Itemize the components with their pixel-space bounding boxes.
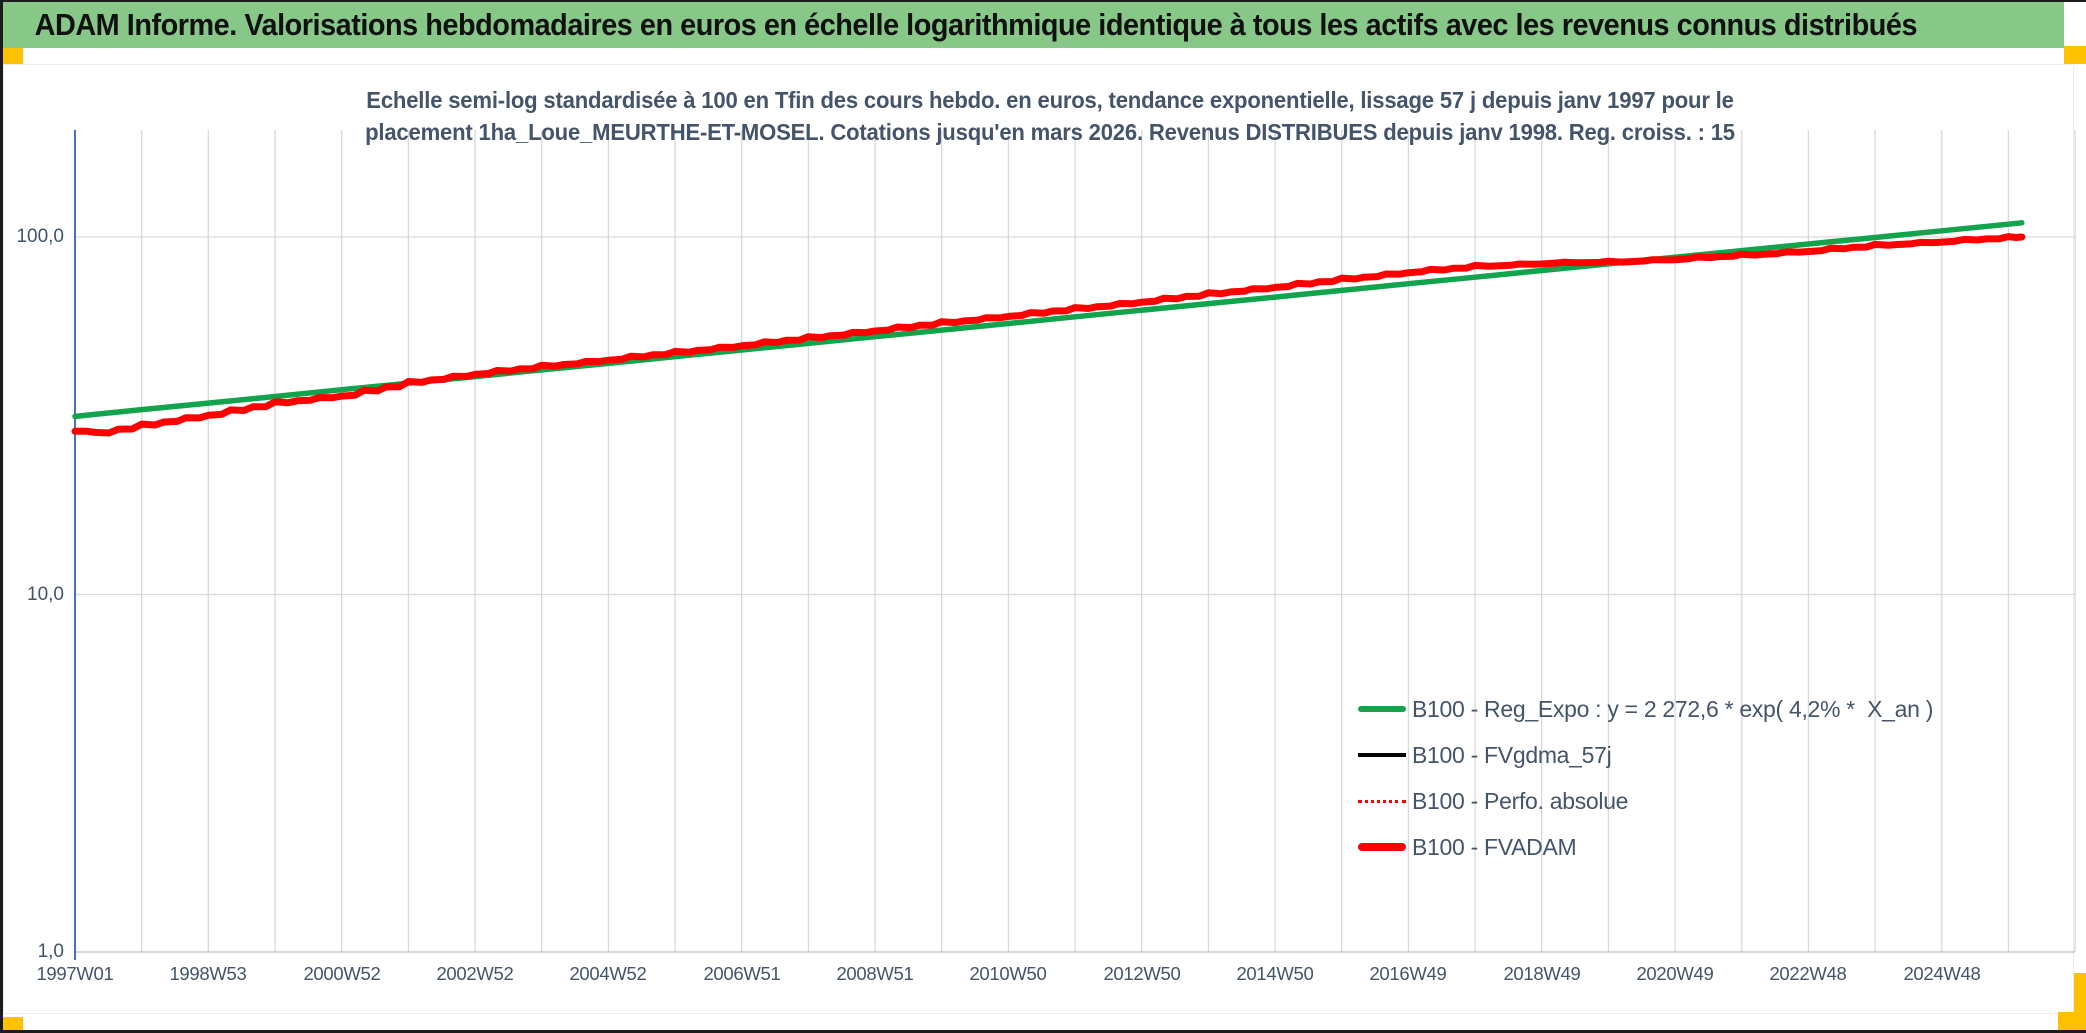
banner-title: ADAM Informe. Valorisations hebdomadaire… <box>34 7 1918 42</box>
x-tick-label: 2022W48 <box>1769 963 1847 984</box>
legend-row: B100 - FVADAM <box>1358 824 1933 870</box>
banner: ADAM Informe. Valorisations hebdomadaire… <box>3 2 2064 48</box>
x-tick-label: 1998W53 <box>169 963 247 984</box>
legend-line-swatch <box>1358 799 1406 803</box>
legend-line-swatch <box>1358 843 1406 851</box>
legend-row: B100 - Perfo. absolue <box>1358 778 1933 824</box>
x-tick-label: 2010W50 <box>969 963 1047 984</box>
x-tick-label: 1997W01 <box>36 963 114 984</box>
gold-accent-top-left <box>3 48 23 64</box>
x-tick-label: 2014W50 <box>1236 963 1314 984</box>
chart-title-line1: Echelle semi-log standardisée à 100 en T… <box>366 87 1734 113</box>
window-border-bottom <box>0 1030 2086 1033</box>
x-tick-label: 2004W52 <box>569 963 647 984</box>
gold-accent-right-strip <box>2074 973 2086 1030</box>
legend-label: B100 - Perfo. absolue <box>1412 787 1629 814</box>
chart-title-line2: placement 1ha_Loue_MEURTHE-ET-MOSEL. Cot… <box>365 119 1735 145</box>
y-tick-label: 100,0 <box>16 226 64 247</box>
legend-label: B100 - FVgdma_57j <box>1412 741 1612 768</box>
x-tick-label: 2000W52 <box>303 963 381 984</box>
x-tick-label: 2002W52 <box>436 963 514 984</box>
legend-row: B100 - FVgdma_57j <box>1358 732 1933 778</box>
x-tick-label: 2020W49 <box>1636 963 1714 984</box>
x-tick-label: 2024W48 <box>1903 963 1981 984</box>
legend-row: B100 - Reg_Expo : y = 2 272,6 * exp( 4,2… <box>1358 686 1933 732</box>
window-border-left <box>0 0 3 1033</box>
y-tick-label: 1,0 <box>37 941 64 962</box>
x-tick-label: 2016W49 <box>1369 963 1447 984</box>
x-tick-label: 2008W51 <box>836 963 914 984</box>
legend: B100 - Reg_Expo : y = 2 272,6 * exp( 4,2… <box>1358 686 1933 870</box>
legend-line-swatch <box>1358 706 1406 712</box>
gold-accent-top-right <box>2064 46 2086 64</box>
gold-accent-bottom-left <box>3 1017 23 1030</box>
legend-label: B100 - FVADAM <box>1412 833 1577 860</box>
chart-frame <box>3 64 2074 1014</box>
y-tick-label: 10,0 <box>27 584 64 605</box>
legend-label: B100 - Reg_Expo : y = 2 272,6 * exp( 4,2… <box>1412 695 1934 722</box>
x-tick-label: 2018W49 <box>1503 963 1581 984</box>
window-border-top <box>0 0 2086 2</box>
chart-title: Echelle semi-log standardisée à 100 en T… <box>330 84 1770 148</box>
x-tick-label: 2012W50 <box>1103 963 1181 984</box>
legend-line-swatch <box>1358 753 1406 757</box>
x-tick-label: 2006W51 <box>703 963 781 984</box>
